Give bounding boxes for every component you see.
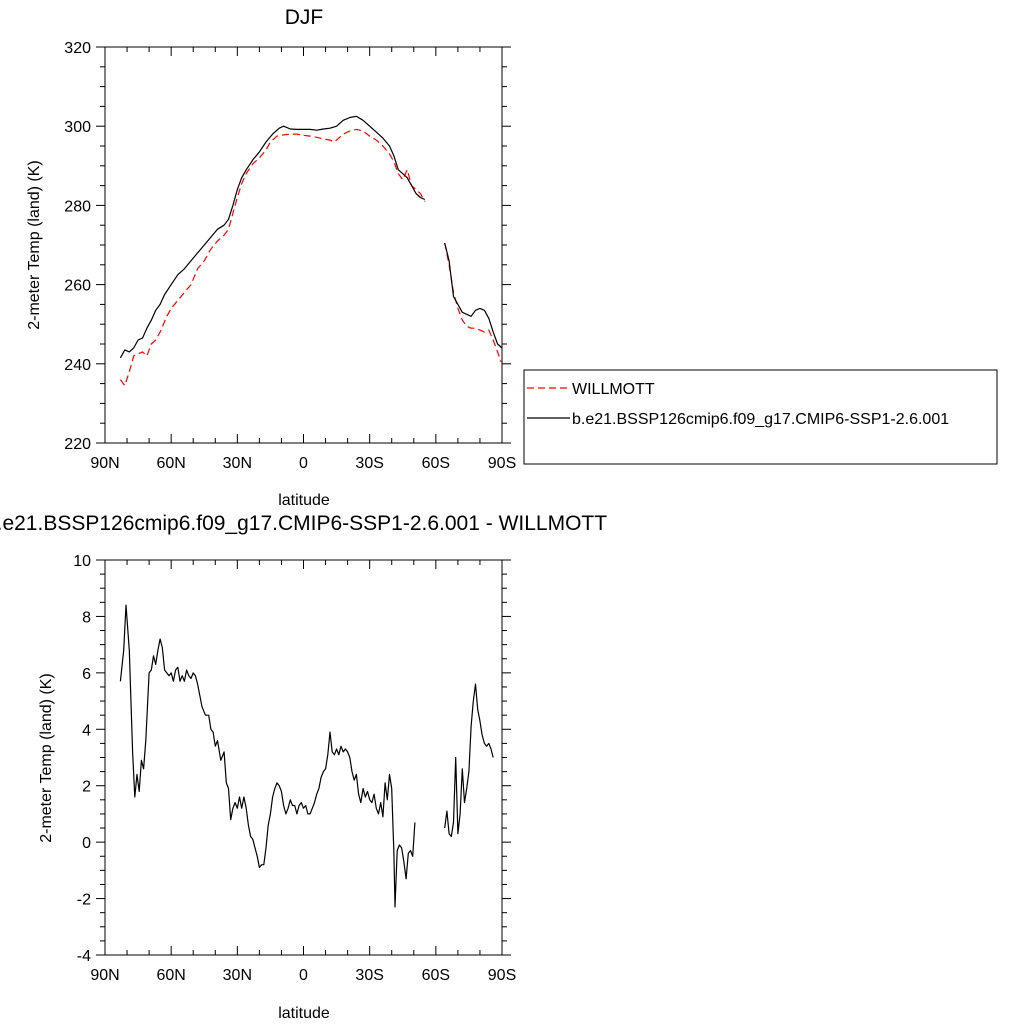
bottom-x-tick-label: 0 xyxy=(299,967,308,984)
top-panel-title: DJF xyxy=(285,6,324,29)
top-series-line-willmott xyxy=(119,128,426,387)
top-panel: DJF 2-meter Temp (land) (K) latitude 90N… xyxy=(26,6,516,509)
top-y-tick-label: 260 xyxy=(64,278,91,295)
top-series-line-model xyxy=(444,242,503,349)
top-x-tick-label: 30S xyxy=(355,455,383,472)
bottom-y-tick-label: 0 xyxy=(82,835,91,852)
bottom-series-line-difference xyxy=(119,604,416,908)
legend-label-model: b.e21.BSSP126cmip6.f09_g17.CMIP6-SSP1-2.… xyxy=(572,411,949,428)
bottom-panel-xlabel: latitude xyxy=(278,1005,330,1022)
bottom-y-tick-label: 4 xyxy=(82,722,91,739)
bottom-x-tick-label: 30N xyxy=(223,967,252,984)
bottom-plot-frame xyxy=(104,559,503,956)
top-y-tick-label: 300 xyxy=(64,119,91,136)
bottom-panel-ylabel: 2-meter Temp (land) (K) xyxy=(38,673,55,843)
top-x-tick-label: 60S xyxy=(422,455,450,472)
top-x-tick-label: 60N xyxy=(156,455,185,472)
top-panel-xlabel: latitude xyxy=(278,492,330,509)
top-x-tick-label: 0 xyxy=(299,455,308,472)
bottom-x-tick-label: 90N xyxy=(90,967,119,984)
bottom-y-tick-label: 6 xyxy=(82,666,91,683)
bottom-series-line-difference xyxy=(444,683,494,838)
legend-label-willmott: WILLMOTT xyxy=(572,381,655,398)
top-x-tick-label: 90S xyxy=(488,455,516,472)
top-series-line-willmott xyxy=(444,242,502,362)
bottom-x-tick-label: 60N xyxy=(156,967,185,984)
top-panel-ylabel: 2-meter Temp (land) (K) xyxy=(26,160,43,330)
top-y-tick-label: 240 xyxy=(64,357,91,374)
bottom-y-tick-label: 8 xyxy=(82,609,91,626)
bottom-y-tick-label: 10 xyxy=(73,553,91,570)
bottom-x-tick-label: 90S xyxy=(488,967,516,984)
top-y-tick-label: 220 xyxy=(64,436,91,453)
top-y-tick-label: 320 xyxy=(64,40,91,57)
bottom-x-tick-label: 30S xyxy=(355,967,383,984)
bottom-panel-title: b.e21.BSSP126cmip6.f09_g17.CMIP6-SSP1-2.… xyxy=(0,512,607,535)
top-plot-frame xyxy=(104,46,503,444)
top-x-tick-label: 90N xyxy=(90,455,119,472)
top-series-line-model xyxy=(119,115,426,359)
bottom-y-tick-label: -4 xyxy=(77,948,91,965)
bottom-y-tick-label: 2 xyxy=(82,779,91,796)
bottom-x-tick-label: 60S xyxy=(422,967,450,984)
top-y-tick-label: 280 xyxy=(64,198,91,215)
legend-box xyxy=(523,369,998,465)
bottom-y-tick-label: -2 xyxy=(77,892,91,909)
legend: WILLMOTT b.e21.BSSP126cmip6.f09_g17.CMIP… xyxy=(523,369,998,465)
bottom-panel: b.e21.BSSP126cmip6.f09_g17.CMIP6-SSP1-2.… xyxy=(0,512,607,1022)
top-x-tick-label: 30N xyxy=(223,455,252,472)
